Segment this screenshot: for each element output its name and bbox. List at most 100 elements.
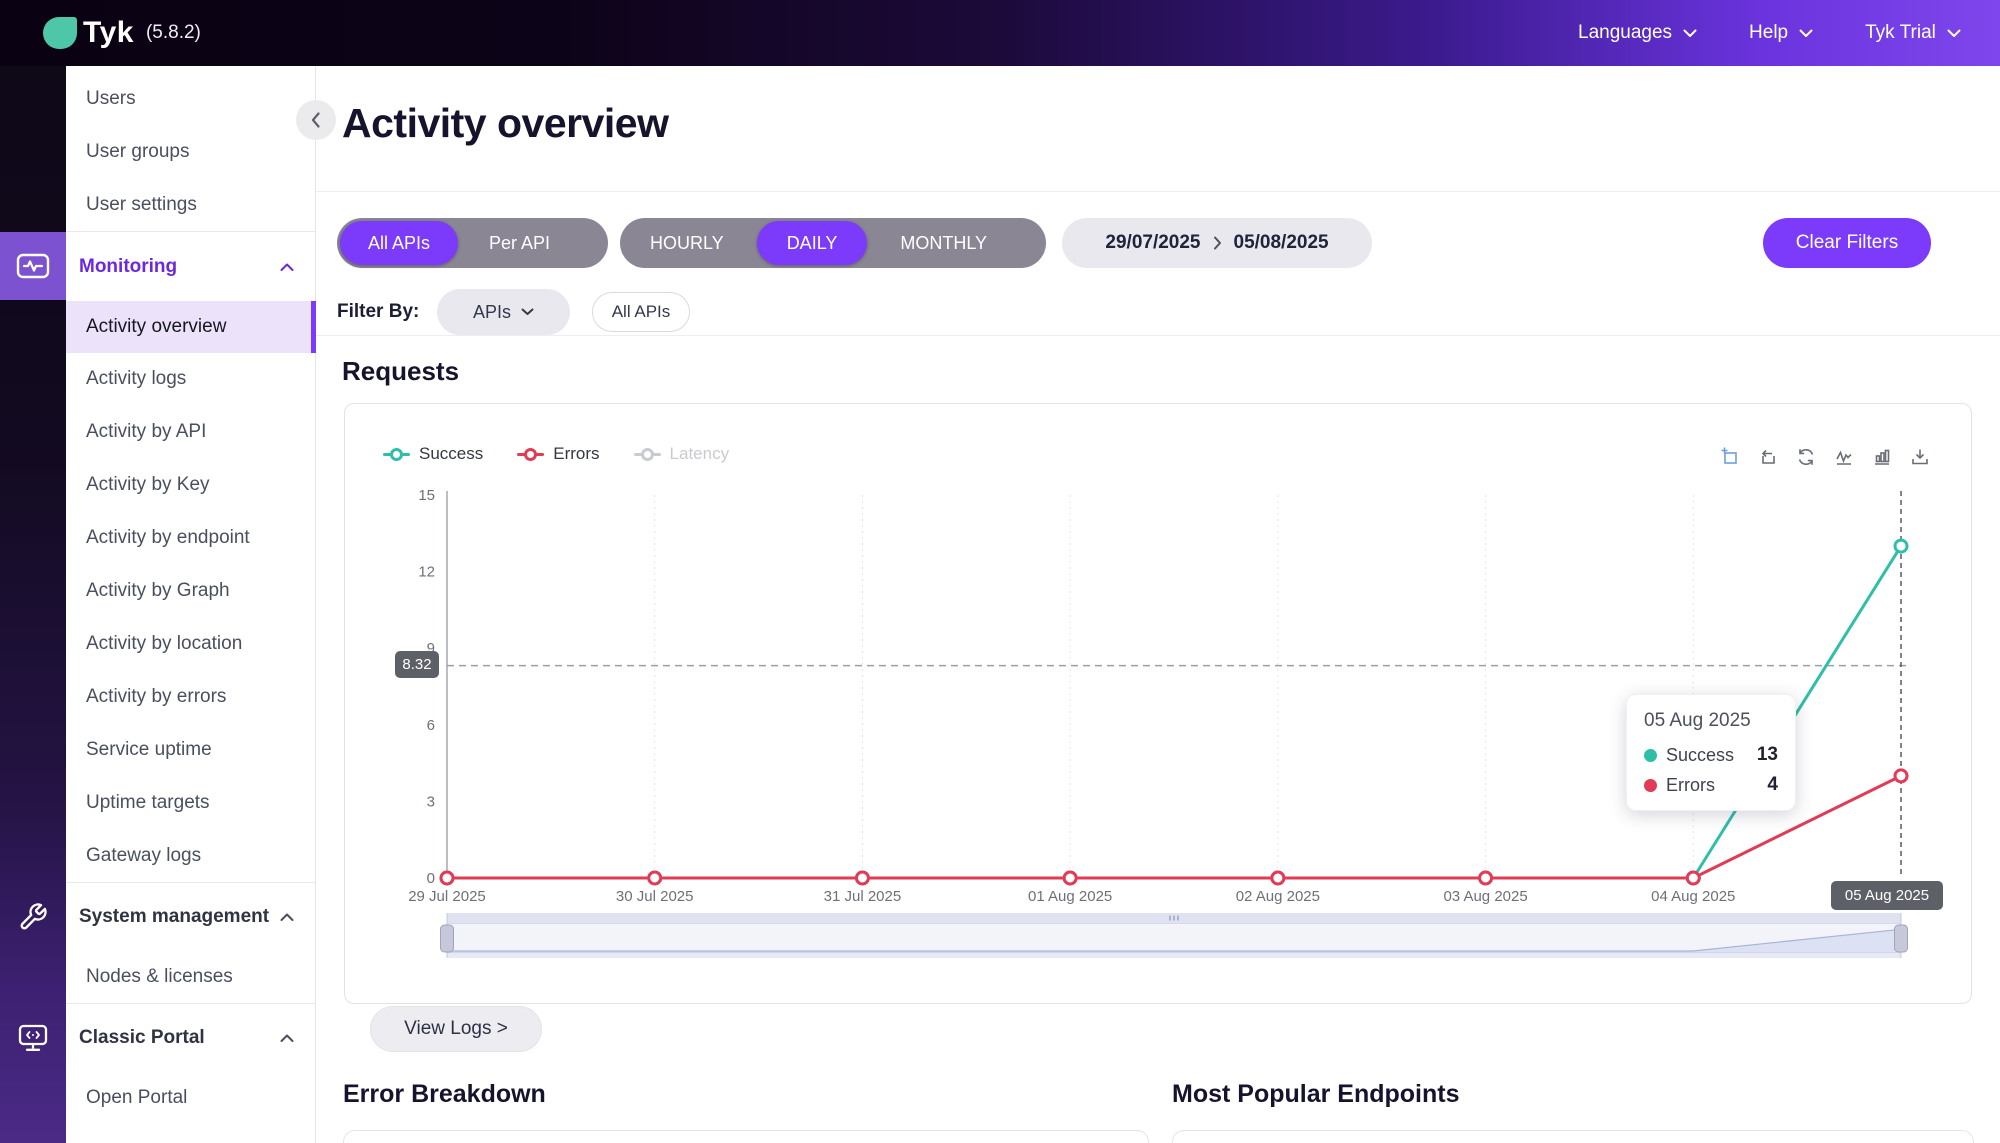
divider xyxy=(66,231,315,232)
granularity-monthly-label: MONTHLY xyxy=(900,232,988,253)
bar-chart-icon[interactable] xyxy=(1871,446,1893,468)
sidebar-section-system-management[interactable]: System management xyxy=(66,891,316,943)
sidebar-item-label: Open Portal xyxy=(86,1087,188,1108)
svg-text:03 Aug 2025: 03 Aug 2025 xyxy=(1443,888,1527,905)
requests-chart-card: 0 3 6 9 12 15 29 Jul 2025 30 Jul 2025 31 Jul 202… xyxy=(344,403,1972,1004)
divider xyxy=(316,335,2000,336)
granularity-hourly-label: HOURLY xyxy=(650,232,724,253)
axis-pointer-badge: 05 Aug 2025 xyxy=(1831,881,1943,910)
divider xyxy=(66,882,315,883)
legend-item-latency[interactable]: Latency xyxy=(633,444,729,464)
sidebar-section-label: System management xyxy=(79,906,270,927)
sidebar-item-uptime-targets[interactable]: Uptime targets xyxy=(66,777,316,829)
sidebar-item-label: Activity by errors xyxy=(86,686,227,707)
error-breakdown-card xyxy=(343,1130,1149,1143)
svg-text:3: 3 xyxy=(427,793,435,810)
monitor-code-icon[interactable] xyxy=(0,1023,66,1053)
apis-dropdown[interactable]: APIs xyxy=(437,289,570,335)
date-from-value: 29/07/2025 xyxy=(1105,232,1201,253)
all-apis-chip-label: All APIs xyxy=(611,302,671,321)
sidebar-item-activity-by-location[interactable]: Activity by location xyxy=(66,618,316,670)
top-bar: Tyk (5.8.2) Languages Help Tyk Trial xyxy=(0,0,2000,66)
svg-text:29 Jul 2025: 29 Jul 2025 xyxy=(408,888,486,905)
sidebar-item-label: Users xyxy=(86,88,136,109)
granularity-monthly-button[interactable]: MONTHLY xyxy=(870,218,1017,268)
date-to-value: 05/08/2025 xyxy=(1233,232,1329,253)
sidebar-item-activity-overview[interactable]: Activity overview xyxy=(66,301,316,353)
granularity-daily-button[interactable]: DAILY xyxy=(756,221,868,265)
sidebar-section-label: Classic Portal xyxy=(79,1027,205,1048)
tooltip-row-success: Success 13 xyxy=(1644,744,1778,766)
sidebar-item-user-groups[interactable]: User groups xyxy=(66,126,316,178)
tooltip-date: 05 Aug 2025 xyxy=(1644,710,1751,731)
slider-handles[interactable] xyxy=(440,913,1908,958)
nav-account-label: Tyk Trial xyxy=(1865,22,1936,43)
sidebar-item-activity-by-endpoint[interactable]: Activity by endpoint xyxy=(66,512,316,564)
slider-move-grip[interactable] xyxy=(1169,915,1179,921)
tyk-logo-icon xyxy=(43,17,77,49)
nav-languages[interactable]: Languages xyxy=(1578,22,1697,44)
scope-all-apis-button[interactable]: All APIs xyxy=(340,221,459,265)
date-range-picker[interactable]: 29/07/2025 05/08/2025 xyxy=(1062,218,1372,268)
chart-toolbox xyxy=(1719,446,1931,468)
scope-per-api-label: Per API xyxy=(489,232,551,253)
granularity-hourly-button[interactable]: HOURLY xyxy=(620,218,754,268)
sidebar-item-label: User settings xyxy=(86,194,197,215)
all-apis-filter-chip[interactable]: All APIs xyxy=(592,292,690,332)
sidebar-section-label: Monitoring xyxy=(79,256,178,277)
apis-dropdown-label: APIs xyxy=(472,301,511,322)
sidebar-item-activity-by-key[interactable]: Activity by Key xyxy=(66,459,316,511)
zoom-select-icon[interactable] xyxy=(1719,446,1741,468)
tooltip-row-errors: Errors 4 xyxy=(1644,774,1778,796)
chart-canvas[interactable]: 0 3 6 9 12 15 29 Jul 2025 30 Jul 2025 31 Jul 202… xyxy=(345,404,1972,1004)
legend-item-success[interactable]: Success xyxy=(383,444,483,464)
view-logs-button[interactable]: View Logs > xyxy=(370,1006,542,1052)
page-title: Activity overview xyxy=(342,100,669,146)
slider-right-handle[interactable] xyxy=(1894,924,1908,953)
legend-item-errors[interactable]: Errors xyxy=(517,444,600,464)
clear-filters-button[interactable]: Clear Filters xyxy=(1763,218,1931,268)
sidebar-item-service-uptime[interactable]: Service uptime xyxy=(66,724,316,776)
svg-text:30 Jul 2025: 30 Jul 2025 xyxy=(616,888,694,905)
nav-help[interactable]: Help xyxy=(1749,22,1813,44)
sidebar-collapse-button[interactable] xyxy=(296,100,336,140)
sidebar-item-open-portal[interactable]: Open Portal xyxy=(66,1072,316,1124)
success-dot-icon xyxy=(1644,748,1657,762)
restore-icon[interactable] xyxy=(1795,446,1817,468)
sidebar-item-user-settings[interactable]: User settings xyxy=(66,179,316,231)
chevron-up-icon xyxy=(280,1034,294,1043)
monitoring-icon[interactable] xyxy=(0,251,66,281)
zoom-reset-icon[interactable] xyxy=(1757,446,1779,468)
tooltip-errors-value: 4 xyxy=(1767,774,1778,795)
nav-account[interactable]: Tyk Trial xyxy=(1865,22,1961,44)
errors-dot-icon xyxy=(1644,778,1657,792)
slider-left-handle[interactable] xyxy=(440,924,454,953)
sidebar-item-label: User groups xyxy=(86,141,190,162)
scope-all-apis-label: All APIs xyxy=(368,232,431,253)
sidebar-item-gateway-logs[interactable]: Gateway logs xyxy=(66,830,316,882)
sidebar-item-activity-by-graph[interactable]: Activity by Graph xyxy=(66,565,316,617)
sidebar-item-users[interactable]: Users xyxy=(66,73,316,125)
wrench-icon[interactable] xyxy=(0,902,66,932)
legend-success-marker-icon xyxy=(383,447,410,461)
sidebar-item-activity-logs[interactable]: Activity logs xyxy=(66,353,316,405)
tooltip-errors-label: Errors xyxy=(1666,774,1715,795)
sidebar-item-activity-by-errors[interactable]: Activity by errors xyxy=(66,671,316,723)
scope-per-api-button[interactable]: Per API xyxy=(461,218,578,268)
sidebar-item-label: Activity by endpoint xyxy=(86,527,250,548)
sidebar-section-classic-portal[interactable]: Classic Portal xyxy=(66,1012,316,1064)
svg-text:0: 0 xyxy=(427,870,435,887)
nav-languages-label: Languages xyxy=(1578,22,1673,43)
brand[interactable]: Tyk (5.8.2) xyxy=(43,0,201,66)
sidebar-section-monitoring[interactable]: Monitoring xyxy=(66,241,316,293)
chevron-up-icon xyxy=(280,913,294,922)
granularity-daily-label: DAILY xyxy=(786,232,838,253)
sidebar-item-nodes-licenses[interactable]: Nodes & licenses xyxy=(66,951,316,1003)
legend-errors-label: Errors xyxy=(553,444,600,463)
line-chart-icon[interactable] xyxy=(1833,446,1855,468)
sidebar-item-label: Activity logs xyxy=(86,368,187,389)
download-icon[interactable] xyxy=(1909,446,1931,468)
sidebar-item-label: Service uptime xyxy=(86,739,212,760)
sidebar-item-activity-by-api[interactable]: Activity by API xyxy=(66,406,316,458)
svg-text:31 Jul 2025: 31 Jul 2025 xyxy=(824,888,902,905)
